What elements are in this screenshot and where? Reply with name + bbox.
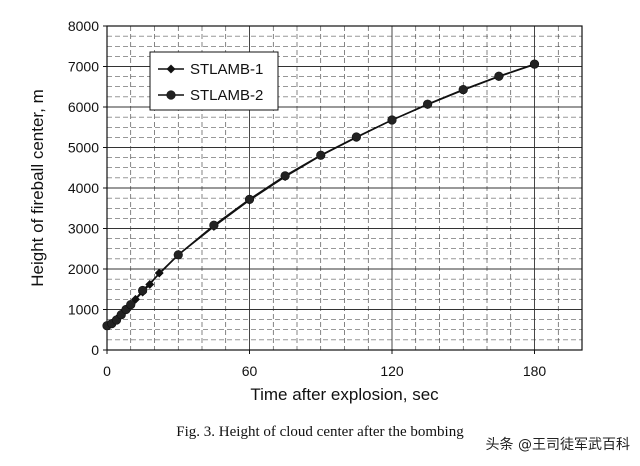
data-point-circle	[138, 285, 148, 296]
x-tick-label: 120	[380, 363, 404, 379]
series-stlamb-2	[102, 59, 540, 331]
watermark: 头条 @王司徒军武百科	[485, 437, 630, 453]
data-point-circle	[244, 194, 255, 204]
data-point-circle	[209, 220, 219, 230]
y-tick-label: 5000	[68, 140, 99, 156]
legend-marker	[166, 64, 176, 74]
data-point-circle	[423, 99, 433, 109]
legend-box	[149, 51, 279, 111]
y-tick-label: 4000	[68, 180, 99, 196]
legend-label: STLAMB-1	[190, 61, 263, 78]
y-tick-label: 2000	[68, 261, 99, 277]
legend-label: STLAMB-2	[190, 87, 263, 104]
y-tick-label: 8000	[68, 18, 99, 34]
data-point-circle	[173, 250, 183, 260]
y-axis-title: Height of fireball center, m	[28, 89, 47, 286]
data-point-circle	[126, 300, 136, 310]
x-tick-label: 180	[523, 363, 547, 379]
x-axis-title: Time after explosion, sec	[250, 385, 439, 404]
x-tick-label: 60	[242, 363, 258, 379]
y-tick-label: 3000	[68, 221, 99, 237]
data-point-circle	[280, 171, 290, 181]
y-tick-label: 7000	[68, 59, 99, 75]
y-tick-label: 1000	[68, 302, 99, 318]
data-point-circle	[387, 115, 397, 125]
figure-caption: Fig. 3. Height of cloud center after the…	[176, 424, 464, 440]
data-point-circle	[494, 71, 504, 81]
x-axis-ticks: 0 60 120 180	[103, 350, 546, 379]
series-layer	[102, 59, 540, 331]
legend-item: STLAMB-2	[158, 87, 263, 104]
y-tick-label: 0	[91, 342, 99, 358]
y-axis-ticks: 0 1000 2000 3000 4000 5000 6000 7000 8000	[68, 18, 107, 358]
legend: STLAMB-1 STLAMB-2	[149, 51, 279, 111]
y-tick-label: 6000	[68, 99, 99, 115]
legend-marker	[166, 90, 176, 100]
data-point-circle	[316, 150, 326, 160]
chart: 0 1000 2000 3000 4000 5000 6000 7000 8000 0 60 120…	[28, 18, 583, 404]
data-point-circle	[529, 59, 540, 69]
legend-item: STLAMB-1	[158, 61, 263, 78]
data-point-circle	[458, 84, 468, 95]
data-point-circle	[351, 132, 361, 142]
x-tick-label: 0	[103, 363, 111, 379]
grid	[107, 26, 582, 350]
